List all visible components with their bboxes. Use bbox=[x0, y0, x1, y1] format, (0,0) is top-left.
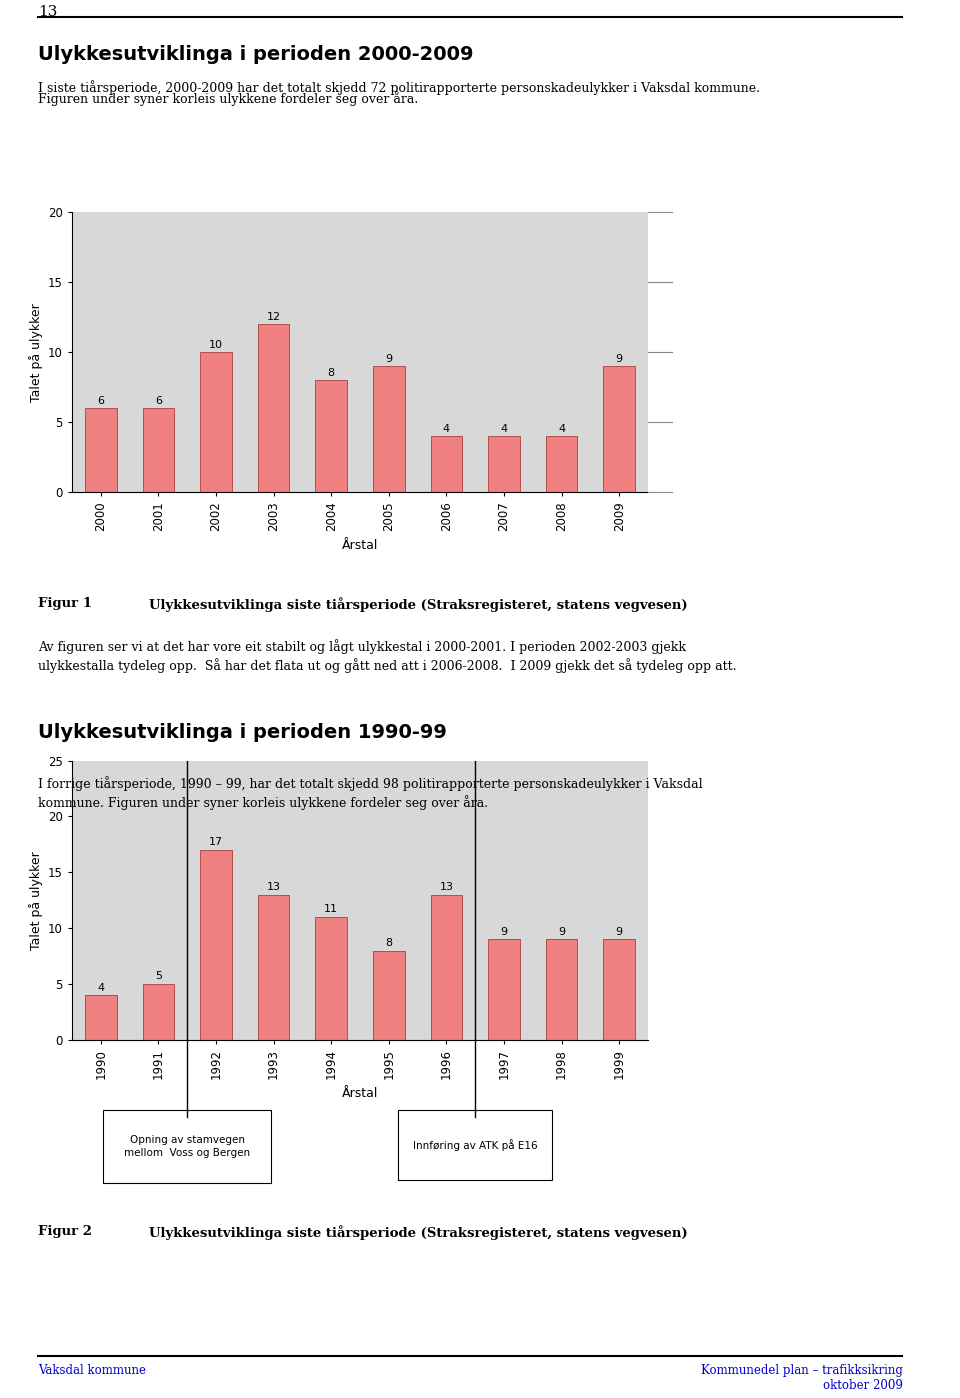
Text: 4: 4 bbox=[558, 424, 565, 433]
Text: Opning av stamvegen
mellom  Voss og Bergen: Opning av stamvegen mellom Voss og Berge… bbox=[124, 1135, 251, 1158]
Text: 8: 8 bbox=[385, 938, 393, 948]
Text: 9: 9 bbox=[385, 354, 393, 363]
Text: 5: 5 bbox=[155, 972, 162, 981]
Text: I siste tiårsperiode, 2000-2009 har det totalt skjedd 72 politirapporterte perso: I siste tiårsperiode, 2000-2009 har det … bbox=[38, 80, 760, 95]
Y-axis label: Talet på ulykker: Talet på ulykker bbox=[29, 303, 42, 401]
Text: I forrige tiårsperiode, 1990 – 99, har det totalt skjedd 98 politirapporterte pe: I forrige tiårsperiode, 1990 – 99, har d… bbox=[38, 776, 703, 791]
Text: 17: 17 bbox=[209, 837, 223, 847]
Bar bbox=[545, 436, 577, 492]
Bar bbox=[142, 984, 175, 1040]
Text: kommune. Figuren under syner korleis ulykkene fordeler seg over åra.: kommune. Figuren under syner korleis uly… bbox=[38, 795, 489, 811]
Bar bbox=[200, 850, 232, 1040]
Text: 6: 6 bbox=[155, 396, 162, 405]
Text: 10: 10 bbox=[209, 340, 223, 350]
Bar bbox=[200, 352, 232, 492]
Y-axis label: Talet på ulykker: Talet på ulykker bbox=[29, 851, 42, 949]
Text: Ulykkesutviklinga siste tiårsperiode (Straksregisteret, statens vegvesen): Ulykkesutviklinga siste tiårsperiode (St… bbox=[149, 1225, 687, 1240]
Text: Av figuren ser vi at det har vore eit stabilt og lågt ulykkestal i 2000-2001. I : Av figuren ser vi at det har vore eit st… bbox=[38, 639, 686, 654]
Bar bbox=[257, 324, 290, 492]
Bar bbox=[84, 995, 116, 1040]
Text: Ulykkesutviklinga siste tiårsperiode (Straksregisteret, statens vegvesen): Ulykkesutviklinga siste tiårsperiode (St… bbox=[149, 597, 687, 612]
Bar bbox=[430, 895, 462, 1040]
Bar bbox=[430, 436, 462, 492]
Text: 9: 9 bbox=[615, 927, 623, 937]
Text: Figur 1: Figur 1 bbox=[38, 597, 92, 610]
Text: 9: 9 bbox=[500, 927, 508, 937]
Text: 4: 4 bbox=[443, 424, 450, 433]
Text: 4: 4 bbox=[500, 424, 508, 433]
Text: ulykkestalla tydeleg opp.  Så har det flata ut og gått ned att i 2006-2008.  I 2: ulykkestalla tydeleg opp. Så har det fla… bbox=[38, 658, 737, 674]
Text: Kommunedel plan – trafikksikring
oktober 2009: Kommunedel plan – trafikksikring oktober… bbox=[701, 1364, 902, 1392]
Bar bbox=[488, 436, 519, 492]
Bar bbox=[545, 939, 577, 1040]
Text: Vaksdal kommune: Vaksdal kommune bbox=[38, 1364, 146, 1377]
Text: 8: 8 bbox=[327, 368, 335, 377]
Bar bbox=[315, 380, 347, 492]
Bar bbox=[603, 939, 636, 1040]
Bar bbox=[315, 917, 347, 1040]
Bar bbox=[372, 951, 405, 1040]
Text: Innføring av ATK på E16: Innføring av ATK på E16 bbox=[413, 1139, 538, 1151]
Bar bbox=[84, 408, 116, 492]
Text: 13: 13 bbox=[440, 882, 453, 892]
Text: 13: 13 bbox=[267, 882, 280, 892]
Text: 9: 9 bbox=[558, 927, 565, 937]
Text: Ulykkesutviklinga i perioden 1990-99: Ulykkesutviklinga i perioden 1990-99 bbox=[38, 723, 447, 742]
Text: 6: 6 bbox=[97, 396, 105, 405]
Text: 9: 9 bbox=[615, 354, 623, 363]
Text: Figur 2: Figur 2 bbox=[38, 1225, 92, 1237]
Text: 12: 12 bbox=[267, 312, 280, 323]
Text: Figuren under syner korleis ulykkene fordeler seg over åra.: Figuren under syner korleis ulykkene for… bbox=[38, 91, 419, 106]
Text: 11: 11 bbox=[324, 905, 338, 914]
Bar bbox=[257, 895, 290, 1040]
Bar bbox=[372, 366, 405, 492]
Text: 4: 4 bbox=[97, 983, 105, 993]
Bar bbox=[142, 408, 175, 492]
Bar bbox=[488, 939, 519, 1040]
Text: 13: 13 bbox=[38, 6, 58, 20]
Bar bbox=[603, 366, 636, 492]
X-axis label: Årstal: Årstal bbox=[342, 540, 378, 552]
X-axis label: Årstal: Årstal bbox=[342, 1088, 378, 1100]
Text: Ulykkesutviklinga i perioden 2000-2009: Ulykkesutviklinga i perioden 2000-2009 bbox=[38, 45, 474, 64]
